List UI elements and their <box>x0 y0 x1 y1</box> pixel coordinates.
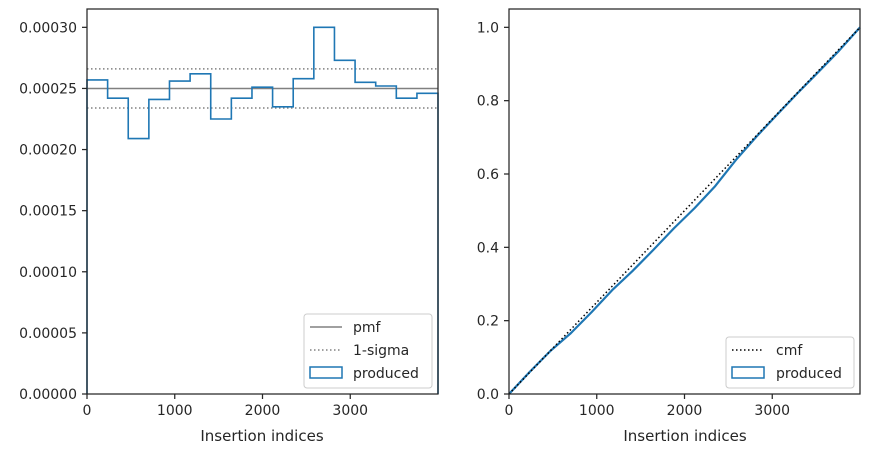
right-plot-marks <box>508 26 861 395</box>
x-tick-label: 2000 <box>245 403 281 419</box>
x-tick-label: 0 <box>83 403 92 419</box>
left-x-axis-label: Insertion indices <box>200 427 323 445</box>
right-legend-box <box>725 336 855 389</box>
x-tick-label: 3000 <box>332 403 368 419</box>
x-tick-label: 0 <box>505 403 514 419</box>
y-tick-label: 0.00010 <box>19 265 77 281</box>
y-tick-label: 0.2 <box>477 314 499 330</box>
y-tick-label: 0.00015 <box>19 204 77 220</box>
right-ticks: 0 1000 2000 3000 0.0 0.2 0.4 0.6 0.8 1.0 <box>477 20 790 419</box>
y-tick-label: 0.00025 <box>19 81 77 97</box>
x-tick-label: 2000 <box>667 403 703 419</box>
produced-cumulative-line <box>508 26 861 395</box>
legend-label-1-sigma: 1-sigma <box>353 343 409 359</box>
y-tick-label: 0.0 <box>477 387 499 403</box>
legend-swatch-produced-right <box>731 366 765 379</box>
left-plot-marks <box>86 26 439 394</box>
y-tick-label: 0.00030 <box>19 20 77 36</box>
y-tick-label: 1.0 <box>477 20 499 36</box>
produced-histogram-step <box>86 26 439 394</box>
left-ticks: 0 1000 2000 3000 0.00000 0.00005 0.00010 0.0001… <box>19 20 368 419</box>
legend-label-cmf: cmf <box>776 343 803 359</box>
y-tick-label: 0.6 <box>477 167 499 183</box>
right-x-axis-label: Insertion indices <box>623 427 746 445</box>
x-tick-label: 1000 <box>579 403 615 419</box>
left-panel: 0 1000 2000 3000 0.00000 0.00005 0.00010 0.0001… <box>19 8 439 445</box>
cmf-line <box>508 26 861 395</box>
legend-label-produced-left: produced <box>353 366 419 382</box>
right-panel: 0 1000 2000 3000 0.0 0.2 0.4 0.6 0.8 1.0 Insertio… <box>477 8 861 445</box>
y-tick-label: 0.00000 <box>19 387 77 403</box>
x-tick-label: 3000 <box>754 403 790 419</box>
legend-label-pmf: pmf <box>353 320 382 336</box>
left-legend: pmf 1-sigma produced <box>303 313 433 389</box>
left-legend-box <box>303 313 433 389</box>
y-tick-label: 0.00020 <box>19 143 77 159</box>
y-tick-label: 0.00005 <box>19 326 77 342</box>
legend-label-produced-right: produced <box>776 366 842 382</box>
right-legend: cmf produced <box>725 336 855 389</box>
y-tick-label: 0.4 <box>477 240 499 256</box>
y-tick-label: 0.8 <box>477 94 499 110</box>
legend-swatch-produced-left <box>309 366 343 379</box>
x-tick-label: 1000 <box>157 403 193 419</box>
